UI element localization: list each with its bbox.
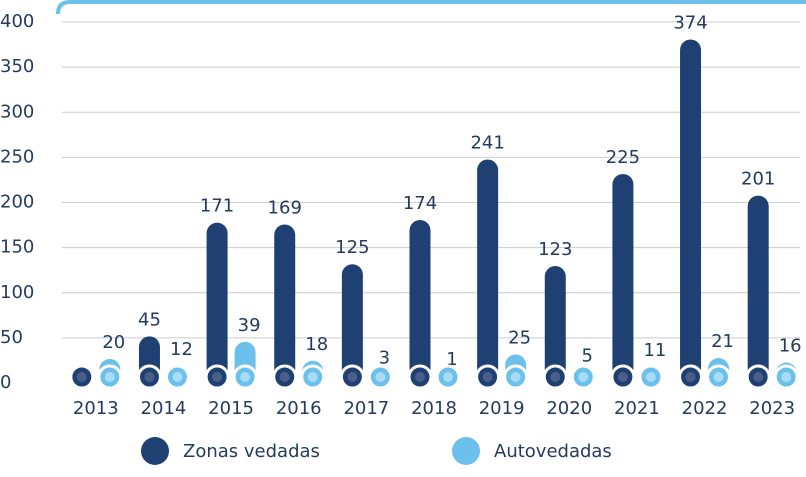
legend-swatch xyxy=(141,437,169,465)
base-marker-dot xyxy=(172,372,183,382)
value-label: 12 xyxy=(170,339,193,360)
bar xyxy=(544,265,566,383)
base-marker-dot xyxy=(510,372,521,382)
base-marker-dot xyxy=(347,372,358,382)
bar xyxy=(409,219,431,383)
base-marker-dot xyxy=(443,372,453,382)
y-tick-label: 400 xyxy=(0,11,34,32)
x-tick-label: 2017 xyxy=(343,398,389,419)
value-label: 1 xyxy=(446,349,457,370)
base-marker-dot xyxy=(76,372,87,382)
bar xyxy=(680,39,702,384)
base-marker-dot xyxy=(307,372,318,382)
y-tick-label: 250 xyxy=(0,146,34,167)
x-tick-label: 2019 xyxy=(479,398,525,419)
legend-swatch xyxy=(452,437,480,465)
base-marker-dot xyxy=(104,372,115,382)
base-marker-dot xyxy=(753,372,764,382)
value-label: 45 xyxy=(138,309,161,330)
x-tick-label: 2016 xyxy=(276,398,322,419)
value-label: 21 xyxy=(711,331,734,352)
value-label: 11 xyxy=(643,340,666,361)
top-border xyxy=(56,0,806,15)
y-tick-label: 300 xyxy=(0,101,34,122)
x-tick-label: 2018 xyxy=(411,398,457,419)
value-label: 169 xyxy=(268,197,302,218)
y-tick-label: 350 xyxy=(0,56,34,77)
base-marker-dot xyxy=(212,372,223,382)
y-tick-label: 50 xyxy=(0,327,23,348)
bar xyxy=(612,173,634,383)
x-tick-label: 2014 xyxy=(141,398,187,419)
value-label: 5 xyxy=(582,345,593,366)
value-label: 125 xyxy=(335,237,369,258)
y-tick-label: 150 xyxy=(0,237,34,258)
base-marker-dot xyxy=(578,372,589,382)
value-label: 16 xyxy=(779,336,802,357)
base-marker-dot xyxy=(781,372,792,382)
y-tick-label: 200 xyxy=(0,192,34,213)
base-marker-dot xyxy=(713,372,724,382)
value-label: 171 xyxy=(200,196,234,217)
x-tick-label: 2020 xyxy=(546,398,592,419)
value-label: 241 xyxy=(470,132,504,153)
bar xyxy=(747,195,769,383)
base-marker-dot xyxy=(550,372,561,382)
legend-label: Zonas vedadas xyxy=(183,441,320,462)
base-marker-dot xyxy=(685,372,696,382)
base-marker-dot xyxy=(415,372,425,382)
base-marker-dot xyxy=(482,372,493,382)
value-label: 20 xyxy=(102,332,125,353)
y-tick-label: 100 xyxy=(0,282,34,303)
value-label: 374 xyxy=(673,12,707,33)
base-marker-dot xyxy=(144,372,155,382)
value-label: 3 xyxy=(379,347,390,368)
bar xyxy=(274,224,296,383)
y-tick-label: 0 xyxy=(0,372,11,393)
legend-label: Autovedadas xyxy=(494,441,612,462)
value-label: 25 xyxy=(508,327,531,348)
value-label: 39 xyxy=(238,315,261,336)
value-label: 123 xyxy=(538,239,572,260)
value-label: 18 xyxy=(305,334,328,355)
base-marker-dot xyxy=(279,372,290,382)
bar xyxy=(206,222,228,383)
bar xyxy=(477,159,499,383)
x-tick-label: 2015 xyxy=(208,398,254,419)
value-label: 201 xyxy=(741,169,775,190)
value-label: 225 xyxy=(606,147,640,168)
bar xyxy=(341,264,363,383)
x-tick-label: 2023 xyxy=(749,398,795,419)
value-label: 174 xyxy=(403,193,437,214)
base-marker-dot xyxy=(617,372,628,382)
x-tick-label: 2013 xyxy=(73,398,119,419)
base-marker-dot xyxy=(375,372,386,382)
x-tick-label: 2022 xyxy=(682,398,728,419)
x-tick-label: 2021 xyxy=(614,398,660,419)
base-marker-dot xyxy=(240,372,251,382)
base-marker-dot xyxy=(645,372,656,382)
